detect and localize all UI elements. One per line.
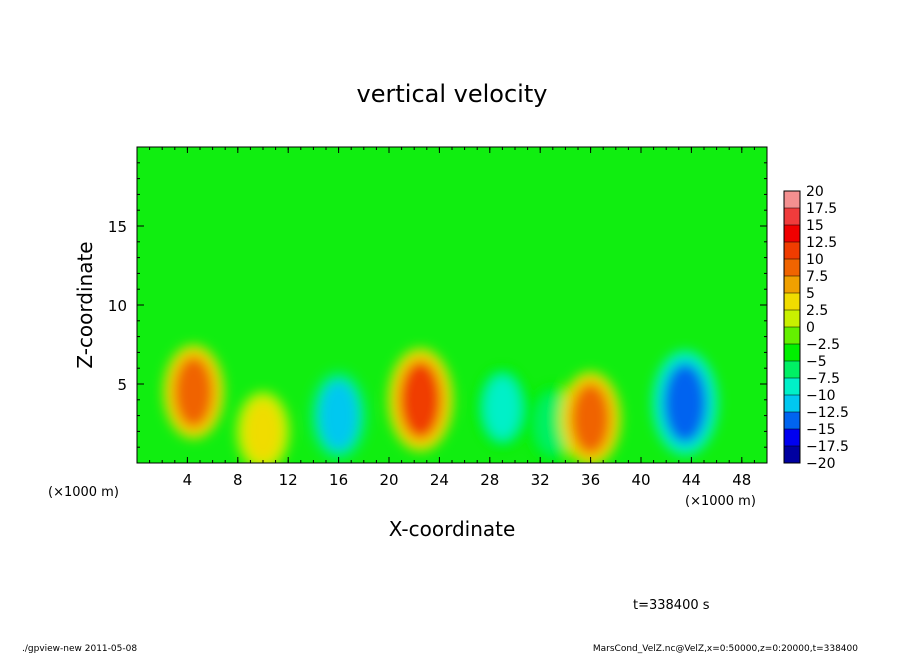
x-tick-label: 24: [430, 471, 449, 489]
x-tick-label: 28: [480, 471, 499, 489]
y-ticks: 5 10 15: [108, 162, 767, 448]
y-axis-label: Z-coordinate: [73, 241, 97, 368]
x-unit-left: (×1000 m): [48, 485, 119, 500]
x-tick-label: 4: [183, 471, 193, 489]
colorbar-label: 15: [806, 218, 824, 234]
colorbar-swatch: [784, 344, 800, 362]
velocity-feature: [319, 381, 358, 451]
x-tick-label: 12: [279, 471, 298, 489]
footer-right: MarsCond_VelZ.nc@VelZ,x=0:50000,z=0:2000…: [593, 644, 858, 654]
colorbar-label: −20: [806, 456, 836, 472]
x-tick-label: 32: [531, 471, 550, 489]
x-tick-label: 40: [631, 471, 650, 489]
colorbar-label: 17.5: [806, 201, 837, 217]
velocity-feature: [570, 382, 611, 455]
x-tick-label: 44: [682, 471, 701, 489]
chart-title: vertical velocity: [357, 80, 548, 108]
colorbar-swatch: [784, 378, 800, 396]
x-tick-label: 20: [379, 471, 398, 489]
velocity-feature: [663, 362, 707, 444]
x-tick-label: 8: [233, 471, 243, 489]
colorbar-swatch: [784, 191, 800, 209]
colorbar-label: 0: [806, 320, 815, 336]
colorbar-swatch: [784, 225, 800, 243]
y-tick-label: 15: [108, 218, 127, 236]
colorbar-label: −10: [806, 388, 836, 404]
y-tick-label: 5: [117, 376, 127, 394]
colorbar-label: −7.5: [806, 371, 840, 387]
velocity-feature: [484, 375, 521, 440]
colorbar-label: −15: [806, 422, 836, 438]
colorbar-label: 7.5: [806, 269, 828, 285]
colorbar-label: −5: [806, 354, 827, 370]
colorbar-label: 10: [806, 252, 824, 268]
footer-left: ./gpview-new 2011-05-08: [22, 644, 137, 654]
colorbar-swatch: [784, 259, 800, 277]
colorbar-label: −12.5: [806, 405, 849, 421]
colorbar: 2017.51512.5107.552.50−2.5−5−7.5−10−12.5…: [783, 184, 849, 472]
colorbar-swatch: [784, 446, 800, 464]
colorbar-label: −17.5: [806, 439, 849, 455]
velocity-feature: [399, 360, 442, 440]
y-tick-label: 10: [108, 297, 127, 315]
colorbar-swatch: [784, 429, 800, 447]
colorbar-label: 2.5: [806, 303, 828, 319]
colorbar-swatch: [784, 276, 800, 294]
time-label: t=338400 s: [633, 598, 710, 613]
colorbar-swatch: [784, 293, 800, 311]
colorbar-swatch: [784, 327, 800, 345]
x-tick-label: 48: [732, 471, 751, 489]
colorbar-swatch: [784, 412, 800, 430]
colorbar-swatch: [784, 208, 800, 226]
colorbar-label: −2.5: [806, 337, 840, 353]
x-tick-label: 36: [581, 471, 600, 489]
colorbar-swatch: [784, 242, 800, 260]
x-ticks: 4 8 12 16 20 24 28 32 36 40 44 48: [149, 147, 755, 489]
colorbar-label: 5: [806, 286, 815, 302]
x-axis-label: X-coordinate: [389, 517, 516, 541]
velocity-feature: [245, 401, 281, 462]
velocity-feature: [173, 355, 214, 428]
colorbar-swatch: [784, 395, 800, 413]
x-tick-label: 16: [329, 471, 348, 489]
colorbar-label: 20: [806, 184, 824, 200]
colorbar-swatch: [784, 361, 800, 379]
x-unit-right: (×1000 m): [685, 494, 756, 509]
colorbar-swatch: [784, 310, 800, 328]
colorbar-label: 12.5: [806, 235, 837, 251]
velocity-features: [163, 345, 718, 463]
